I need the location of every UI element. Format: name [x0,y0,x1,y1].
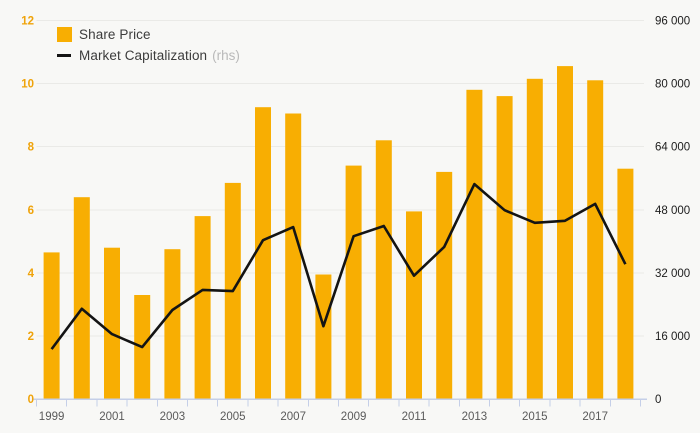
left-axis-label-6: 6 [28,205,34,217]
bar-2004 [194,216,211,400]
bar-2011 [406,211,422,400]
bar-2014 [496,96,513,400]
x-axis-label-2001: 2001 [99,411,125,423]
right-axis-label-48000: 48 000 [655,205,690,217]
left-axis-label-12: 12 [21,15,34,27]
bar-2018 [617,168,634,400]
bar-2007 [285,113,302,400]
bar-2010 [375,140,392,400]
bar-2000 [73,197,90,400]
x-axis-label-2003: 2003 [160,411,186,423]
market-cap-swatch-icon [57,53,71,57]
x-axis-label-2005: 2005 [220,411,246,423]
right-axis-label-16000: 16 000 [655,331,690,343]
legend-item-share-price: Share Price [57,26,240,42]
share-price-legend-label: Share Price [79,26,151,42]
bar-2006 [255,107,271,400]
market-cap-rhs-suffix: (rhs) [212,47,240,63]
x-axis-label-1999: 1999 [39,411,65,423]
bar-2016 [557,66,573,400]
left-axis-label-10: 10 [21,79,34,91]
bar-2001 [104,247,120,400]
bar-1999 [43,252,60,400]
right-axis-label-96000: 96 000 [655,15,690,27]
bar-2009 [345,165,362,400]
left-axis-label-0: 0 [28,394,34,406]
left-axis-label-4: 4 [28,268,35,280]
x-axis-label-2017: 2017 [582,411,608,423]
market-cap-legend-label: Market Capitalization [79,47,208,63]
legend: Share Price Market Capitalization (rhs) [57,26,240,63]
x-axis-label-2007: 2007 [280,411,306,423]
bar-2008 [315,274,332,400]
right-axis-label-32000: 32 000 [655,268,690,280]
x-axis-label-2013: 2013 [462,411,488,423]
market-cap-line [50,182,627,350]
right-axis-label-80000: 80 000 [655,79,690,91]
bar-2012 [436,171,453,400]
bar-2015 [526,78,543,400]
x-axis-label-2009: 2009 [341,411,367,423]
bar-2013 [466,89,483,400]
share-price-swatch-icon [57,26,72,42]
right-axis-label-64000: 64 000 [655,142,690,154]
bar-2017 [587,80,604,400]
left-axis-label-8: 8 [28,142,35,154]
x-axis-label-2011: 2011 [402,411,427,423]
left-axis-label-2: 2 [28,331,34,343]
x-axis-label-2015: 2015 [522,411,548,423]
legend-item-market-cap: Market Capitalization (rhs) [57,47,240,63]
right-axis-label-0: 0 [655,394,661,406]
bar-2003 [164,249,181,400]
